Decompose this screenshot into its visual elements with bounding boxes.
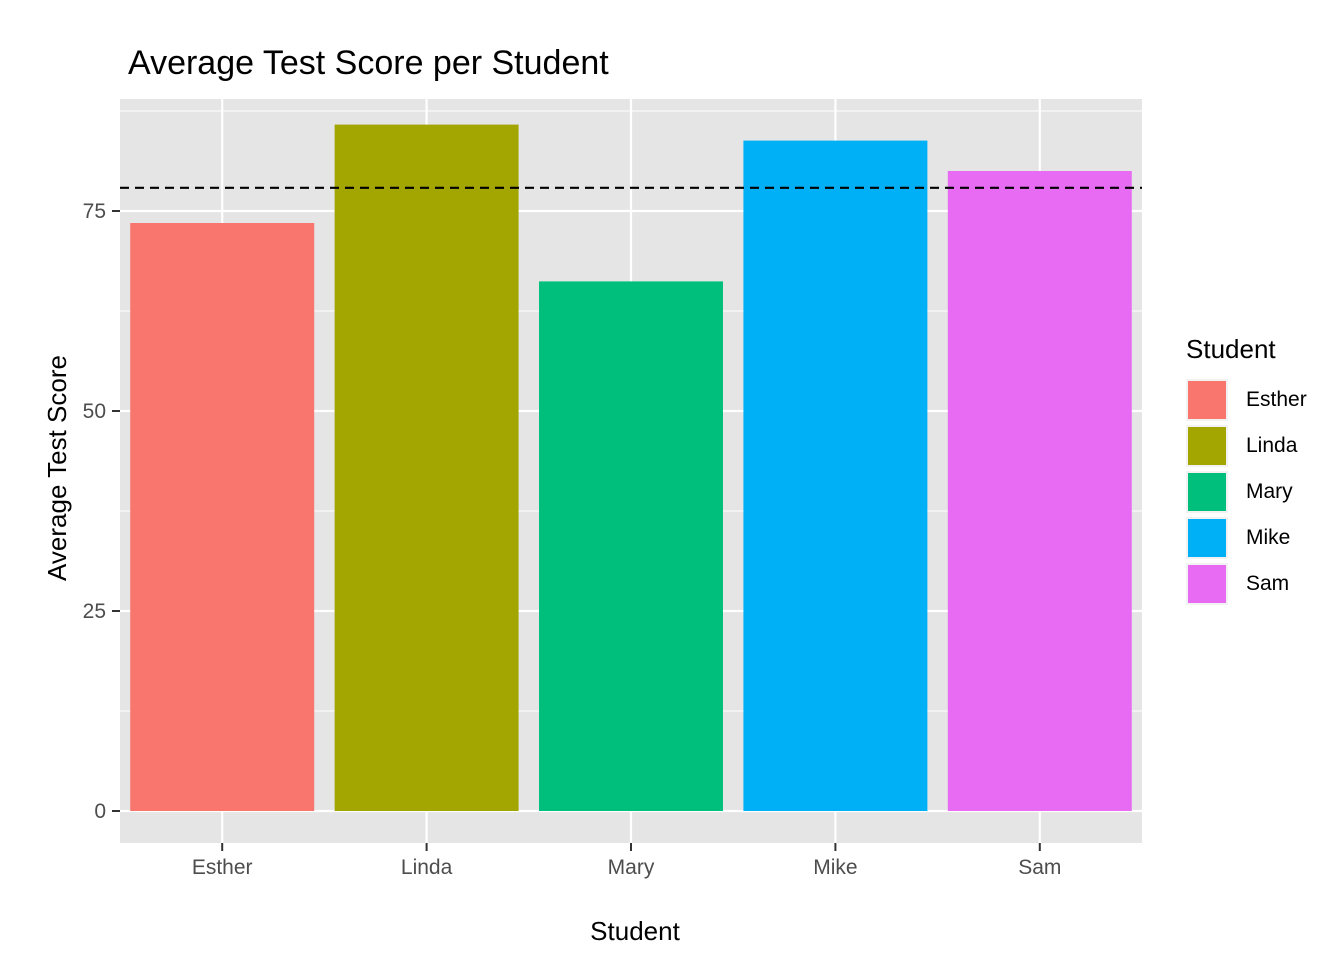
bar-mike (743, 140, 928, 812)
y-axis-title: Average Test Score (42, 355, 72, 581)
legend-item-linda: Linda (1186, 423, 1307, 469)
y-tick-label: 50 (83, 400, 106, 423)
x-tick-label: Mary (608, 856, 655, 879)
legend-item-mary: Mary (1186, 469, 1307, 515)
x-tick-label: Sam (1018, 856, 1061, 879)
x-tick-label: Linda (401, 856, 453, 879)
y-tick-label: 75 (83, 200, 106, 223)
legend-item-sam: Sam (1186, 561, 1307, 607)
x-tick-label: Esther (192, 856, 253, 879)
legend-key (1186, 563, 1228, 605)
legend: Student Esther Linda Mary Mike Sam (1186, 334, 1307, 607)
bar-mary (539, 281, 723, 811)
bar-esther (130, 223, 315, 811)
legend-key (1186, 379, 1228, 421)
legend-label: Esther (1246, 388, 1307, 411)
bar-linda (334, 124, 519, 812)
bar-sam (947, 171, 1132, 811)
y-tick-label: 25 (83, 600, 106, 623)
x-axis-title: Student (590, 916, 680, 946)
y-tick-label: 0 (94, 800, 106, 823)
legend-key (1186, 425, 1228, 467)
legend-item-mike: Mike (1186, 515, 1307, 561)
legend-key (1186, 517, 1228, 559)
legend-items: Esther Linda Mary Mike Sam (1186, 377, 1307, 607)
legend-label: Mike (1246, 526, 1291, 549)
y-axis: 0 25 50 75 (83, 200, 120, 823)
bars (130, 124, 1132, 812)
x-tick-label: Mike (813, 856, 857, 879)
legend-label: Sam (1246, 572, 1290, 595)
legend-key (1186, 471, 1228, 513)
legend-title: Student (1186, 334, 1276, 364)
legend-item-esther: Esther (1186, 377, 1307, 423)
legend-label: Linda (1246, 434, 1298, 457)
legend-label: Mary (1246, 480, 1293, 503)
x-axis: Esther Linda Mary Mike Sam (192, 843, 1061, 879)
chart-title: Average Test Score per Student (128, 44, 609, 82)
